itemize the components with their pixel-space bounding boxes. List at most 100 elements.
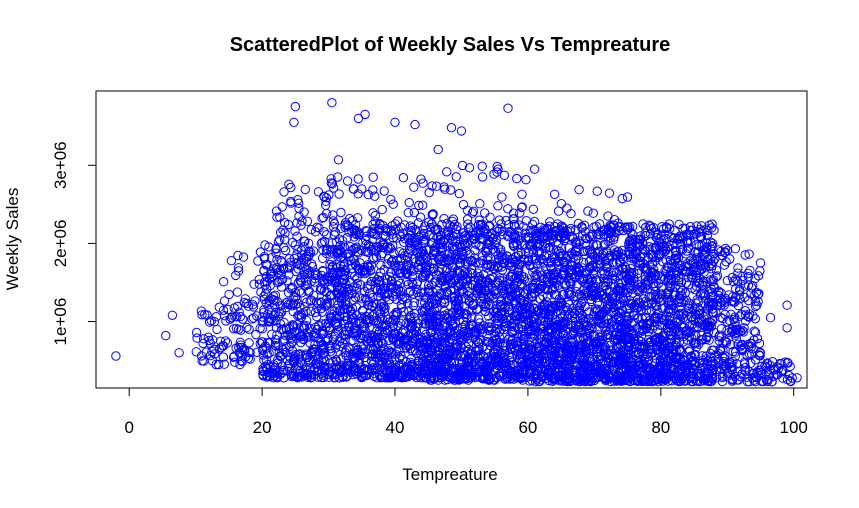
data-point — [366, 245, 377, 255]
data-point — [301, 315, 312, 326]
data-point — [386, 283, 396, 293]
data-point — [486, 261, 496, 271]
data-point — [332, 326, 343, 336]
data-point — [448, 262, 458, 273]
data-point — [578, 257, 589, 268]
data-point — [258, 312, 268, 322]
data-point — [404, 287, 414, 298]
data-point — [231, 343, 241, 353]
data-point — [360, 268, 370, 279]
data-point — [333, 249, 343, 259]
data-point — [218, 352, 229, 362]
data-point — [366, 228, 376, 238]
data-point — [497, 226, 507, 237]
data-point — [454, 309, 464, 319]
data-point — [455, 252, 465, 263]
data-point — [465, 372, 475, 382]
data-point — [408, 301, 419, 311]
data-point — [327, 238, 337, 248]
data-point — [409, 182, 419, 192]
data-point — [432, 286, 442, 296]
data-point — [304, 249, 314, 260]
data-point — [529, 216, 540, 227]
data-point — [332, 303, 342, 314]
data-point — [283, 299, 293, 310]
data-point — [468, 367, 478, 377]
data-point — [301, 368, 312, 378]
data-point — [199, 356, 209, 366]
data-point — [496, 244, 506, 255]
data-point — [374, 359, 384, 369]
data-point — [354, 228, 364, 238]
data-point — [229, 303, 240, 313]
data-point — [296, 259, 306, 269]
data-point — [352, 226, 363, 237]
data-point — [278, 264, 289, 274]
data-point — [419, 306, 430, 316]
data-point — [493, 201, 503, 211]
data-point — [310, 227, 321, 237]
data-point — [286, 182, 296, 193]
data-point — [509, 315, 519, 325]
data-point — [527, 219, 538, 230]
data-point — [411, 227, 422, 237]
data-point — [216, 342, 226, 353]
data-point — [609, 215, 620, 225]
data-point — [390, 329, 401, 340]
data-point — [275, 212, 285, 222]
data-point — [333, 281, 343, 292]
data-point — [277, 257, 287, 267]
data-point — [311, 297, 322, 307]
data-point — [368, 254, 378, 264]
data-point — [271, 307, 281, 317]
data-point — [470, 234, 480, 244]
data-point — [219, 296, 230, 306]
data-point — [407, 346, 417, 356]
data-point — [259, 305, 269, 315]
data-point — [280, 245, 291, 256]
data-point — [442, 167, 452, 177]
data-point — [425, 373, 435, 383]
data-point — [271, 248, 281, 258]
data-point — [489, 263, 499, 273]
data-point — [442, 290, 452, 300]
data-point — [261, 298, 271, 308]
data-point — [253, 256, 263, 266]
data-point — [419, 231, 429, 242]
data-point — [321, 196, 331, 207]
data-point — [489, 312, 499, 322]
data-point — [324, 372, 334, 382]
data-point — [528, 204, 539, 215]
data-point — [277, 202, 287, 212]
data-point — [470, 327, 481, 337]
data-point — [587, 231, 597, 241]
data-point — [418, 178, 428, 188]
data-point — [287, 237, 298, 248]
data-point — [463, 287, 473, 297]
data-point — [488, 244, 498, 254]
data-point — [407, 321, 417, 331]
data-point — [213, 359, 224, 370]
data-point — [284, 254, 294, 264]
data-point — [248, 313, 259, 323]
data-point — [294, 310, 304, 320]
data-point — [324, 190, 334, 200]
data-point — [503, 204, 513, 214]
data-point — [442, 246, 452, 256]
data-point — [237, 345, 248, 355]
data-point — [408, 335, 418, 346]
data-point — [474, 322, 484, 332]
data-point — [233, 263, 244, 273]
data-points — [111, 98, 802, 387]
data-point — [435, 251, 445, 261]
data-point — [482, 353, 493, 363]
data-point — [372, 338, 383, 349]
data-point — [358, 266, 368, 276]
data-point — [224, 289, 234, 300]
data-point — [350, 326, 360, 336]
data-point — [373, 349, 383, 360]
data-point — [258, 365, 269, 376]
data-point — [273, 237, 284, 247]
data-point — [512, 240, 522, 250]
data-point — [281, 331, 291, 341]
